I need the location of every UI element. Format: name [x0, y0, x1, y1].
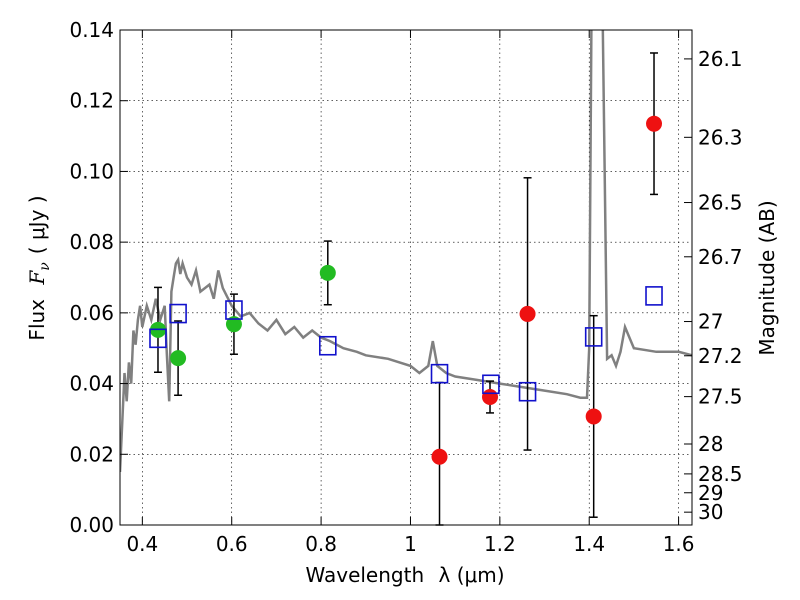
data-point-green: [225, 316, 242, 333]
y-tick-label: 0.08: [69, 230, 114, 254]
x-ticks: 0.4 0.6 0.8 1 1.2 1.4 1.6: [126, 30, 695, 556]
data-point-red: [519, 305, 536, 322]
x-axis-label: Wavelength λ (μm): [305, 563, 504, 587]
data-point-green: [319, 264, 336, 281]
model-point-square: [225, 300, 243, 320]
markers: [149, 115, 663, 465]
model-point-square: [482, 374, 500, 395]
y-tick-label: 0.02: [69, 442, 114, 466]
y-tick-label: 0.00: [69, 513, 114, 537]
x-tick-label: 0.4: [126, 532, 158, 556]
right-tick-label: 29: [698, 481, 723, 505]
x-tick-label: 1: [404, 532, 417, 556]
y-tick-label: 0.06: [69, 301, 114, 325]
right-tick-label: 26.3: [698, 125, 743, 149]
data-point-green: [170, 350, 187, 367]
y-tick-label: 0.14: [69, 18, 114, 42]
model-point-square: [518, 381, 537, 402]
x-tick-label: 1.4: [573, 532, 605, 556]
y-axis-label-math-sub: ν: [37, 262, 53, 271]
right-axis-label: Magnitude (AB): [755, 200, 779, 355]
x-tick-label: 0.6: [216, 532, 248, 556]
model-point-square: [169, 303, 187, 324]
grid: [120, 29, 692, 526]
y-axis-label: Flux Fν ( μJy ): [25, 195, 53, 340]
x-axis-label-text: Wavelength: [305, 563, 424, 587]
right-tick-label: 28.5: [698, 462, 743, 486]
model-point-square: [149, 328, 167, 349]
right-tick-label: 30: [698, 500, 723, 524]
y-tick-label: 0.12: [69, 89, 114, 113]
error-bars: [153, 52, 659, 526]
y-axis-label-text: Flux: [25, 299, 49, 341]
y-tick-label: 0.04: [69, 372, 114, 396]
model-point-square: [318, 335, 337, 356]
y-ticks: 0.00 0.02 0.04 0.06 0.08 0.10 0.12 0.14: [69, 18, 128, 537]
right-tick-label: 27.5: [698, 385, 743, 409]
model-point-square: [430, 363, 449, 384]
model-point-square: [584, 327, 603, 347]
data-point-red: [646, 115, 663, 132]
data-point-red: [482, 389, 499, 406]
x-axis-label-math: λ (μm): [439, 563, 505, 587]
right-tick-label: 27.2: [698, 344, 743, 368]
right-tick-label: 26.7: [698, 245, 743, 269]
x-tick-label: 0.8: [305, 532, 337, 556]
right-tick-label: 26.5: [698, 191, 743, 215]
plot-frame: [119, 29, 693, 526]
x-tick-label: 1.6: [663, 532, 695, 556]
model-point-square: [645, 286, 663, 306]
right-tick-label: 27: [698, 310, 723, 334]
y-axis-label-math: F: [25, 270, 49, 286]
y-tick-label: 0.10: [69, 159, 114, 183]
data-point-red: [585, 408, 602, 425]
data-point-red: [431, 448, 448, 465]
x-tick-label: 1.2: [484, 532, 516, 556]
right-tick-label: 28: [698, 432, 723, 456]
right-tick-label: 26.1: [698, 47, 743, 71]
y-axis-label-unit: ( μJy ): [25, 195, 49, 254]
